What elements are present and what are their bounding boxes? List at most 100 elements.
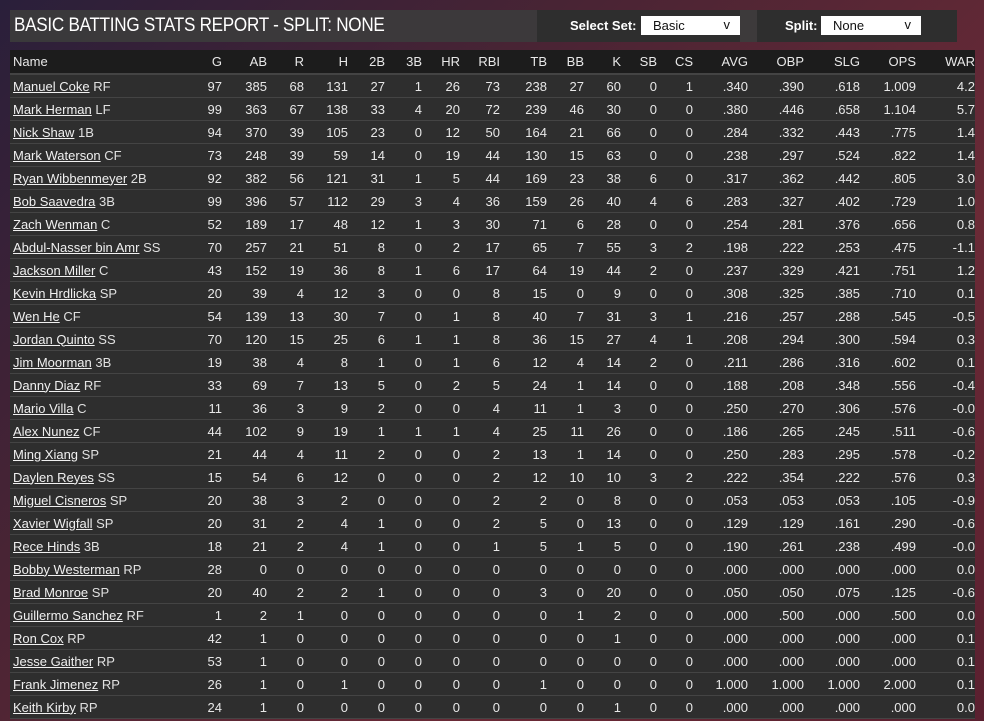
player-name-link[interactable]: Jim Moorman xyxy=(13,354,92,370)
column-header-3b[interactable]: 3B xyxy=(385,50,422,75)
column-header-ops[interactable]: OPS xyxy=(860,50,916,75)
table-row: Ryan Wibbenmeyer 2B 92 382 56 121 31 1 5 44 169 23… xyxy=(10,166,975,190)
stat-slg: 1.000 xyxy=(804,672,860,696)
stat-bb: 0 xyxy=(547,557,584,581)
player-name-link[interactable]: Jesse Gaither xyxy=(13,653,94,669)
player-cell: Ryan Wibbenmeyer 2B xyxy=(10,166,190,190)
stat-3b: 0 xyxy=(385,442,422,466)
player-name-link[interactable]: Mark Waterson xyxy=(13,147,101,163)
player-name-link[interactable]: Nick Shaw xyxy=(13,124,75,140)
player-name-link[interactable]: Jackson Miller xyxy=(13,262,96,278)
player-name-link[interactable]: Xavier Wigfall xyxy=(13,515,93,531)
column-header-k[interactable]: K xyxy=(584,50,621,75)
column-header-r[interactable]: R xyxy=(267,50,304,75)
column-header-sb[interactable]: SB xyxy=(621,50,657,75)
stat-war: -0.6 xyxy=(916,419,975,443)
split-dropdown[interactable]: None v xyxy=(821,16,921,35)
stat-sb: 0 xyxy=(621,534,657,558)
player-name-link[interactable]: Brad Monroe xyxy=(13,584,89,600)
player-name-link[interactable]: Frank Jimenez xyxy=(13,676,99,692)
stat-obp: 1.000 xyxy=(748,672,804,696)
stat-h: 30 xyxy=(304,304,348,328)
player-name-link[interactable]: Alex Nunez xyxy=(13,423,80,439)
stat-g: 20 xyxy=(190,281,222,305)
stat-sb: 0 xyxy=(621,603,657,627)
stat-h: 0 xyxy=(304,603,348,627)
stat-ab: 396 xyxy=(222,189,267,213)
player-name-link[interactable]: Miguel Cisneros xyxy=(13,492,107,508)
stat-g: 94 xyxy=(190,120,222,144)
stat-avg: .222 xyxy=(693,465,748,489)
stat-ab: 31 xyxy=(222,511,267,535)
column-header-war[interactable]: WAR xyxy=(916,50,975,75)
table-row: Abdul-Nasser bin Amr SS 70 257 21 51 8 0 2 17 65 7… xyxy=(10,235,975,259)
stat-2b: 23 xyxy=(348,120,385,144)
stat-rbi: 0 xyxy=(460,695,500,719)
stat-slg: .443 xyxy=(804,120,860,144)
stat-avg: .000 xyxy=(693,649,748,673)
player-name-link[interactable]: Guillermo Sanchez xyxy=(13,607,123,623)
column-header-h[interactable]: H xyxy=(304,50,348,75)
column-header-tb[interactable]: TB xyxy=(500,50,547,75)
stat-rbi: 4 xyxy=(460,396,500,420)
player-cell: Mario Villa C xyxy=(10,396,190,420)
table-row: Brad Monroe SP 20 40 2 2 1 0 0 0 3 0 20 0 0.050.050.0… xyxy=(10,580,975,604)
column-header-bb[interactable]: BB xyxy=(547,50,584,75)
table-row: Danny Diaz RF 33 69 7 13 5 0 2 5 24 1 14 0 0.188.208.… xyxy=(10,373,975,397)
player-name-link[interactable]: Mark Herman xyxy=(13,101,92,117)
stat-k: 63 xyxy=(584,143,621,167)
player-name-link[interactable]: Mario Villa xyxy=(13,400,74,416)
column-header-2b[interactable]: 2B xyxy=(348,50,385,75)
stat-avg: .254 xyxy=(693,212,748,236)
column-header-g[interactable]: G xyxy=(190,50,222,75)
player-name-link[interactable]: Ryan Wibbenmeyer xyxy=(13,170,128,186)
stat-ab: 54 xyxy=(222,465,267,489)
player-name-link[interactable]: Danny Diaz xyxy=(13,377,81,393)
player-name-link[interactable]: Abdul-Nasser bin Amr xyxy=(13,239,140,255)
player-name-link[interactable]: Bobby Westerman xyxy=(13,561,120,577)
stat-war: 0.1 xyxy=(916,350,975,374)
player-name-link[interactable]: Keith Kirby xyxy=(13,699,76,715)
column-header-hr[interactable]: HR xyxy=(422,50,460,75)
stat-3b: 1 xyxy=(385,74,422,98)
stat-tb: 164 xyxy=(500,120,547,144)
stat-r: 2 xyxy=(267,534,304,558)
column-header-cs[interactable]: CS xyxy=(657,50,693,75)
player-name-link[interactable]: Daylen Reyes xyxy=(13,469,94,485)
player-name-link[interactable]: Wen He xyxy=(13,308,60,324)
stat-ab: 363 xyxy=(222,97,267,121)
stat-ops: .578 xyxy=(860,442,916,466)
stat-k: 60 xyxy=(584,74,621,98)
player-name-link[interactable]: Jordan Quinto xyxy=(13,331,95,347)
stat-cs: 0 xyxy=(657,511,693,535)
stat-hr: 26 xyxy=(422,74,460,98)
column-header-obp[interactable]: OBP xyxy=(748,50,804,75)
column-header-ab[interactable]: AB xyxy=(222,50,267,75)
player-name-link[interactable]: Ming Xiang xyxy=(13,446,79,462)
stat-hr: 4 xyxy=(422,189,460,213)
stat-avg: .050 xyxy=(693,580,748,604)
stat-war: 1.4 xyxy=(916,143,975,167)
select-set-dropdown[interactable]: Basic v xyxy=(641,16,740,35)
player-name-link[interactable]: Bob Saavedra xyxy=(13,193,96,209)
column-header-slg[interactable]: SLG xyxy=(804,50,860,75)
stat-ops: .751 xyxy=(860,258,916,282)
stat-ops: .594 xyxy=(860,327,916,351)
stat-hr: 0 xyxy=(422,603,460,627)
player-name-link[interactable]: Manuel Coke xyxy=(13,78,90,94)
stat-avg: .283 xyxy=(693,189,748,213)
player-name-link[interactable]: Rece Hinds xyxy=(13,538,81,554)
stat-tb: 0 xyxy=(500,695,547,719)
stat-cs: 0 xyxy=(657,143,693,167)
table-row: Ming Xiang SP 21 44 4 11 2 0 0 2 13 1 14 0 0.250.283.… xyxy=(10,442,975,466)
column-header-avg[interactable]: AVG xyxy=(693,50,748,75)
column-header-name[interactable]: Name xyxy=(10,50,190,75)
player-name-link[interactable]: Zach Wenman xyxy=(13,216,98,232)
stat-bb: 27 xyxy=(547,74,584,98)
player-name-link[interactable]: Ron Cox xyxy=(13,630,64,646)
player-name-link[interactable]: Kevin Hrdlicka xyxy=(13,285,97,301)
stat-slg: .295 xyxy=(804,442,860,466)
column-header-rbi[interactable]: RBI xyxy=(460,50,500,75)
player-position: 3B xyxy=(83,538,100,554)
stat-2b: 1 xyxy=(348,534,385,558)
